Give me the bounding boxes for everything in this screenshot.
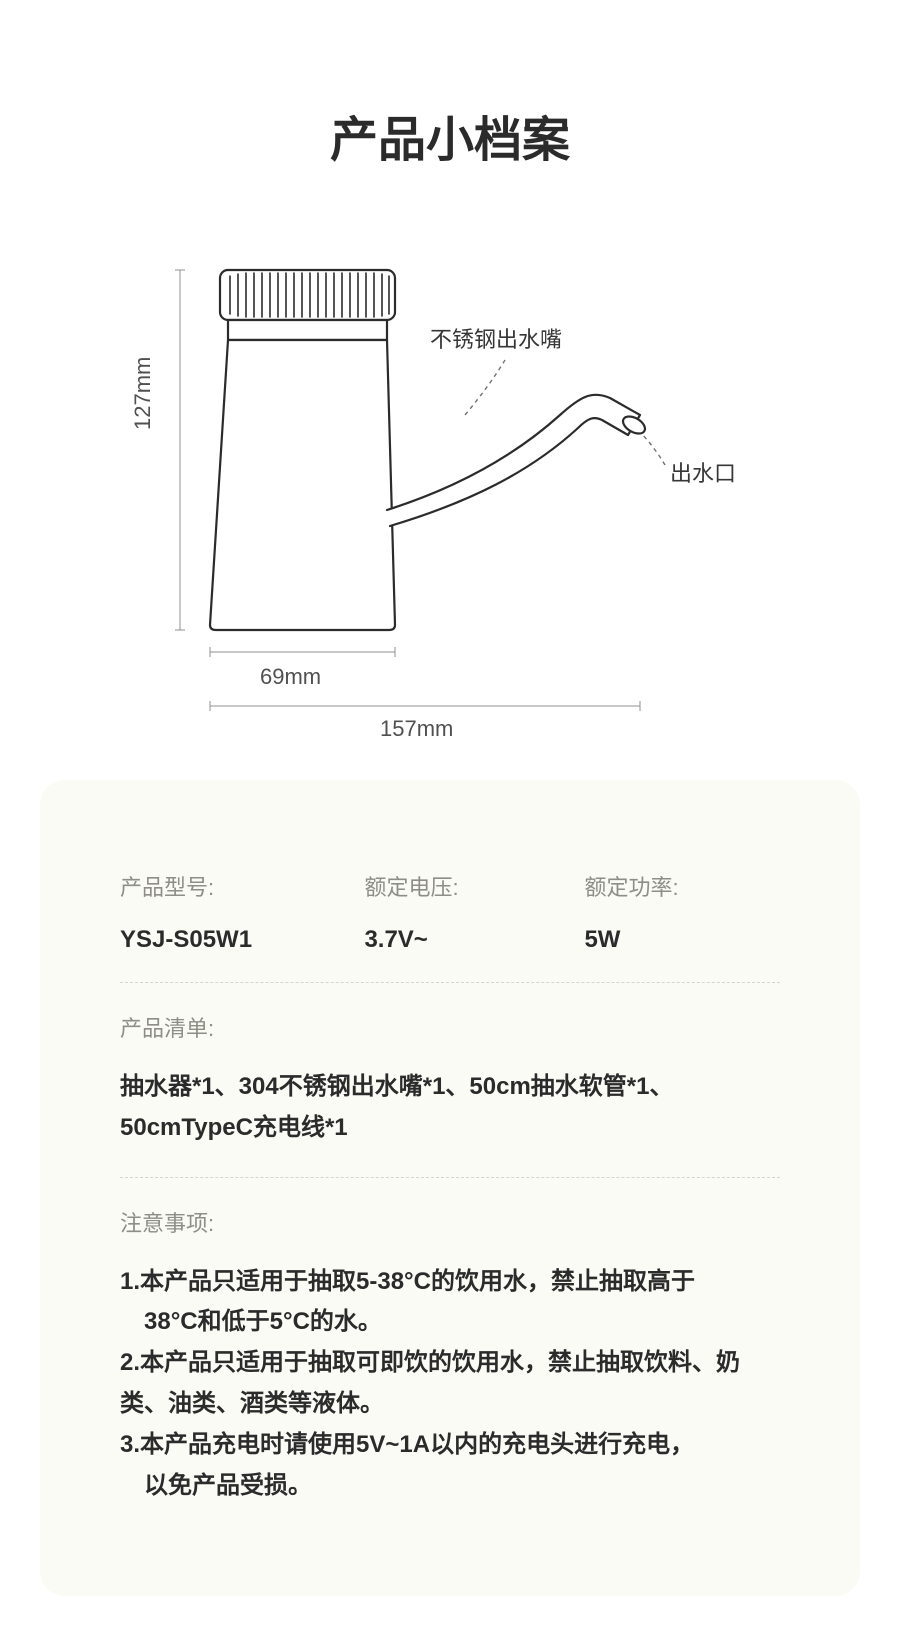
- spec-power-value: 5W: [584, 926, 780, 954]
- spec-model-label: 产品型号:: [120, 870, 364, 902]
- page-title: 产品小档案: [0, 0, 900, 230]
- spec-model-value: YSJ-S05W1: [120, 926, 364, 954]
- diagram-svg: [130, 230, 770, 750]
- spec-power-label: 额定功率:: [584, 870, 780, 902]
- spec-notes-list: 1.本产品只适用于抽取5-38°C的饮用水，禁止抽取高于 38°C和低于5°C的…: [120, 1262, 780, 1507]
- spec-voltage: 额定电压: 3.7V~: [364, 870, 584, 954]
- dim-length-label: 157mm: [380, 716, 453, 742]
- spec-list-label: 产品清单:: [120, 1011, 780, 1043]
- note-item: 1.本产品只适用于抽取5-38°C的饮用水，禁止抽取高于 38°C和低于5°C的…: [120, 1262, 780, 1344]
- spec-voltage-value: 3.7V~: [364, 926, 584, 954]
- spec-row-top: 产品型号: YSJ-S05W1 额定电压: 3.7V~ 额定功率: 5W: [120, 870, 780, 983]
- product-diagram-container: 127mm 69mm 157mm 不锈钢出水嘴 出水口: [0, 230, 900, 780]
- dim-height-label: 127mm: [130, 357, 156, 430]
- spec-power: 额定功率: 5W: [584, 870, 780, 954]
- spec-notes-section: 注意事项: 1.本产品只适用于抽取5-38°C的饮用水，禁止抽取高于 38°C和…: [120, 1206, 780, 1507]
- dim-width-label: 69mm: [260, 664, 321, 690]
- spec-card: 产品型号: YSJ-S05W1 额定电压: 3.7V~ 额定功率: 5W 产品清…: [40, 780, 860, 1596]
- spec-model: 产品型号: YSJ-S05W1: [120, 870, 364, 954]
- spec-notes-label: 注意事项:: [120, 1206, 780, 1238]
- callout-spout-label: 不锈钢出水嘴: [430, 322, 562, 354]
- spec-list-section: 产品清单: 抽水器*1、304不锈钢出水嘴*1、50cm抽水软管*1、50cmT…: [120, 1011, 780, 1178]
- note-item: 2.本产品只适用于抽取可即饮的饮用水，禁止抽取饮料、奶类、油类、酒类等液体。: [120, 1343, 780, 1425]
- spec-voltage-label: 额定电压:: [364, 870, 584, 902]
- callout-outlet-label: 出水口: [670, 456, 736, 488]
- product-diagram: 127mm 69mm 157mm 不锈钢出水嘴 出水口: [130, 230, 770, 750]
- spec-list-text: 抽水器*1、304不锈钢出水嘴*1、50cm抽水软管*1、50cmTypeC充电…: [120, 1067, 780, 1149]
- note-item: 3.本产品充电时请使用5V~1A以内的充电头进行充电， 以免产品受损。: [120, 1425, 780, 1507]
